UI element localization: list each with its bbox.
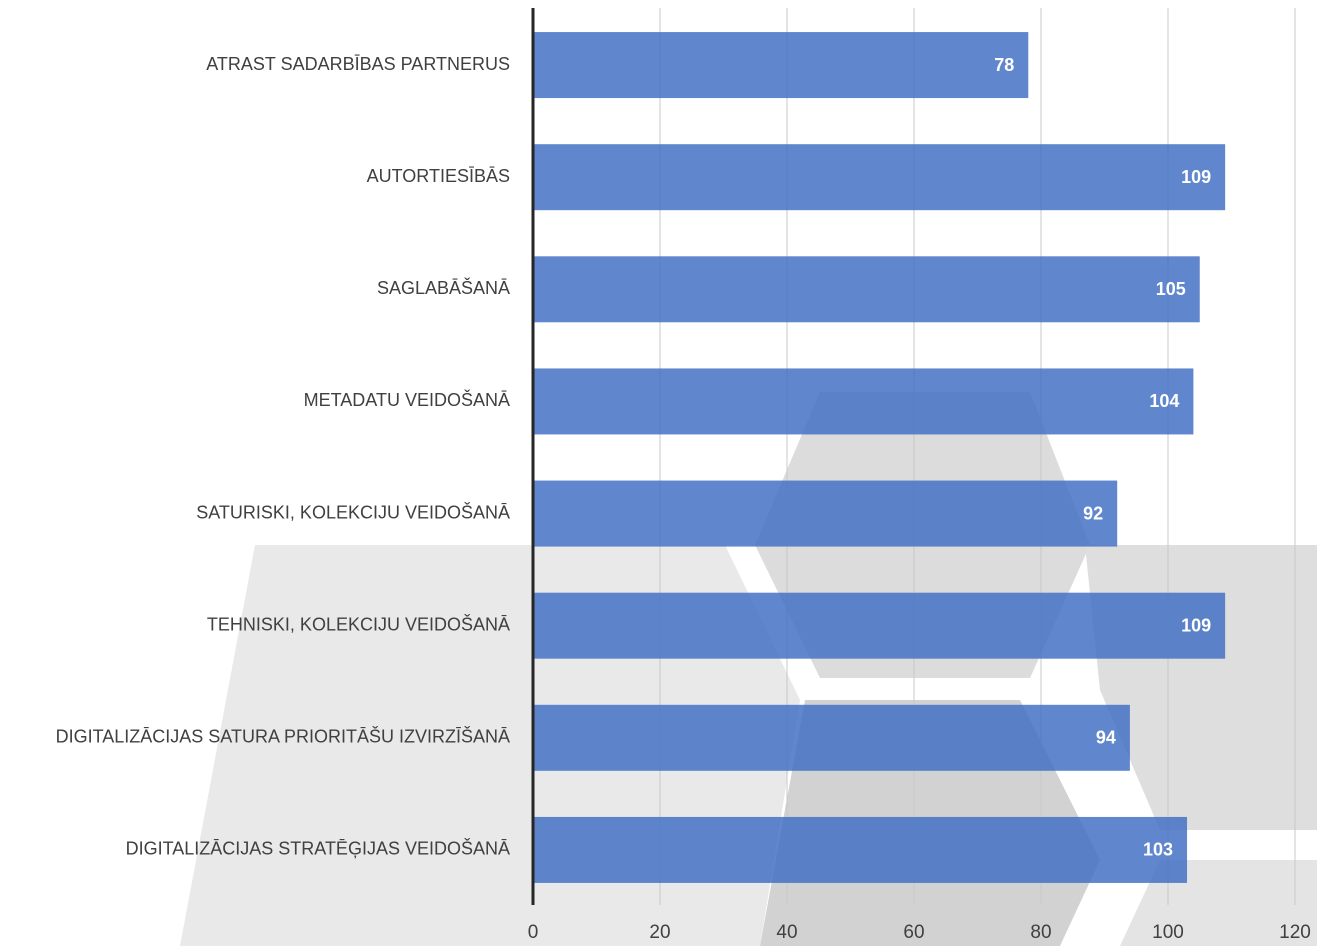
- bar: [533, 816, 1188, 883]
- y-tick-label: TEHNISKI, KOLEKCIJU VEIDOŠANĀ: [207, 613, 510, 634]
- x-tick-label: 0: [528, 922, 539, 943]
- value-label: 105: [1156, 279, 1186, 299]
- x-tick-label: 20: [649, 922, 670, 943]
- value-label: 104: [1149, 391, 1179, 411]
- bar: [533, 480, 1118, 547]
- bar: [533, 592, 1226, 659]
- y-tick-label: DIGITALIZĀCIJAS SATURA PRIORITĀŠU IZVIRZ…: [56, 726, 510, 747]
- x-tick-label: 40: [776, 922, 797, 943]
- y-tick-label: AUTORTIESĪBĀS: [367, 166, 510, 186]
- bar: [533, 256, 1200, 323]
- y-tick-label: ATRAST SADARBĪBAS PARTNERUS: [206, 54, 510, 74]
- bar: [533, 704, 1130, 771]
- value-label: 109: [1181, 167, 1211, 187]
- y-tick-label: SATURISKI, KOLEKCIJU VEIDOŠANĀ: [196, 501, 510, 522]
- x-tick-label: 100: [1152, 922, 1184, 943]
- y-tick-label: DIGITALIZĀCIJAS STRATĒĢIJAS VEIDOŠANĀ: [126, 838, 510, 859]
- value-label: 109: [1181, 615, 1211, 635]
- x-tick-label: 60: [903, 922, 924, 943]
- hexagon: [1085, 545, 1317, 830]
- y-tick-label: SAGLABĀŠANĀ: [377, 277, 510, 298]
- x-tick-label: 120: [1279, 922, 1311, 943]
- value-label: 78: [994, 55, 1014, 75]
- value-label: 94: [1096, 728, 1116, 748]
- bar: [533, 144, 1226, 211]
- bar: [533, 368, 1194, 435]
- x-tick-label: 80: [1030, 922, 1051, 943]
- value-label: 103: [1143, 840, 1173, 860]
- y-tick-label: METADATU VEIDOŠANĀ: [304, 389, 510, 410]
- value-label: 92: [1083, 503, 1103, 523]
- bar: [533, 32, 1029, 99]
- plot-area: 0 20 40 60 80 100 120 ATRAST SADARBĪBAS PARTNER…: [56, 8, 1311, 943]
